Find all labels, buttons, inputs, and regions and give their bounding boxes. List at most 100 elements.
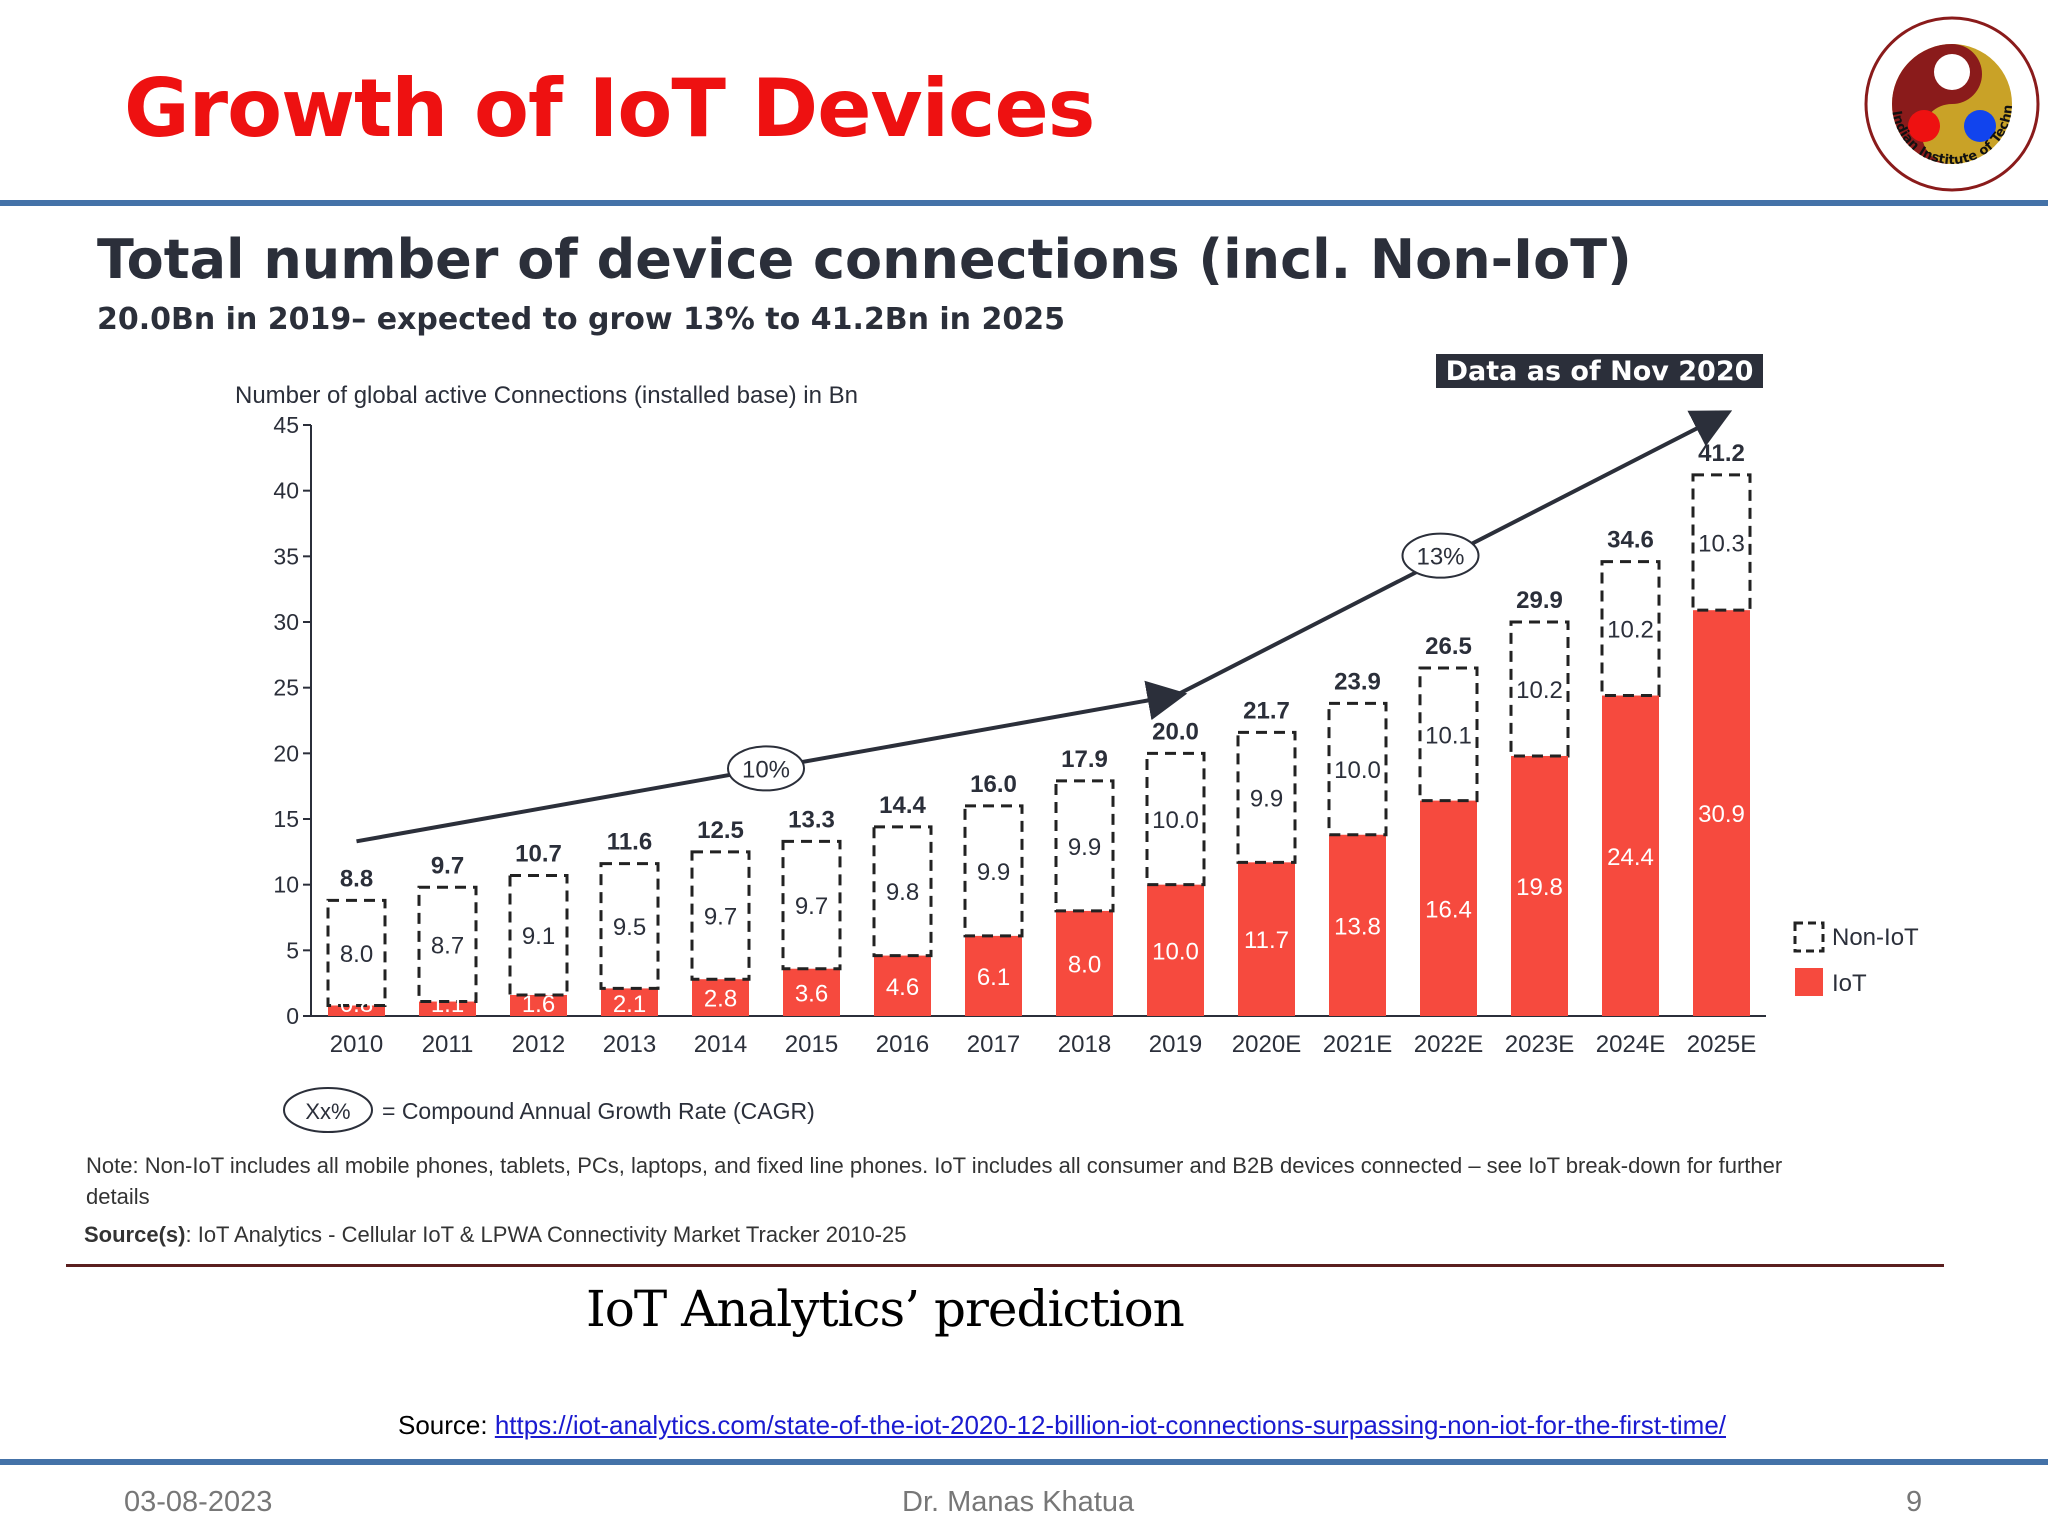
cagr-bubble (1401, 532, 1480, 579)
non-iot-value-label: 9.1 (522, 923, 555, 950)
chart-subtitle: 20.0Bn in 2019– expected to grow 13% to … (97, 302, 1065, 337)
sources-text: : IoT Analytics - Cellular IoT & LPWA Co… (185, 1222, 907, 1247)
iot-bar (874, 955, 931, 1016)
iot-bar (1602, 695, 1659, 1016)
total-value-label: 41.2 (1698, 440, 1745, 467)
cagr-label: 13% (1416, 544, 1464, 571)
total-value-label: 34.6 (1607, 527, 1654, 554)
non-iot-bar (599, 862, 660, 990)
non-iot-value-label: 10.0 (1334, 757, 1381, 784)
page-number: 9 (1906, 1486, 1923, 1518)
source-label: Source: (398, 1410, 488, 1440)
non-iot-value-label: 8.7 (431, 932, 464, 959)
y-tick-label: 40 (273, 478, 299, 504)
total-value-label: 12.5 (697, 817, 744, 844)
y-tick-label: 5 (286, 937, 299, 963)
iot-bar (1693, 610, 1750, 1016)
iot-value-label: 11.7 (1244, 927, 1289, 954)
iot-bar (783, 968, 840, 1016)
iot-bar (419, 1001, 476, 1016)
non-iot-value-label: 10.1 (1425, 722, 1472, 749)
non-iot-value-label: 9.9 (977, 859, 1010, 886)
iot-bar (1420, 800, 1477, 1016)
y-axis-label: Number of global active Connections (ins… (235, 382, 858, 409)
non-iot-bar (417, 885, 478, 1004)
iot-bar (1147, 884, 1204, 1016)
y-tick-label: 30 (273, 609, 299, 635)
total-value-label: 10.7 (515, 840, 562, 867)
chart-sources: Source(s): IoT Analytics - Cellular IoT … (84, 1222, 906, 1248)
total-value-label: 14.4 (879, 792, 926, 819)
total-value-label: 13.3 (788, 806, 835, 833)
iot-bar (1238, 862, 1295, 1016)
total-value-label: 11.6 (607, 829, 652, 856)
iot-value-label: 30.9 (1698, 801, 1745, 828)
non-iot-value-label: 8.0 (340, 941, 373, 968)
total-value-label: 16.0 (970, 771, 1017, 798)
iot-value-label: 16.4 (1425, 896, 1472, 923)
non-iot-value-label: 10.2 (1607, 617, 1654, 644)
non-iot-bar (1691, 473, 1752, 612)
chart-note: Note: Non-IoT includes all mobile phones… (86, 1153, 1783, 1209)
iot-value-label: 2.1 (613, 991, 646, 1018)
total-value-label: 9.7 (431, 852, 464, 879)
y-tick-label: 35 (273, 543, 299, 569)
non-iot-value-label: 9.9 (1250, 785, 1283, 812)
iot-bar (510, 994, 567, 1016)
slide-title: Growth of IoT Devices (124, 62, 1095, 155)
iot-value-label: 1.1 (431, 991, 464, 1018)
iot-bar (692, 979, 749, 1016)
iot-value-label: 19.8 (1516, 874, 1563, 901)
non-iot-bar (1509, 620, 1570, 758)
slide-caption: IoT Analytics’ prediction (586, 1280, 1185, 1338)
non-iot-value-label: 10.0 (1152, 807, 1199, 834)
source-link[interactable]: https://iot-analytics.com/state-of-the-i… (494, 1410, 1726, 1440)
non-iot-value-label: 10.3 (1698, 531, 1745, 558)
iot-bar (1056, 910, 1113, 1016)
non-iot-bar (1327, 701, 1388, 837)
cagr-legend-symbol (283, 1087, 373, 1133)
iot-bar (328, 1005, 385, 1016)
non-iot-bar (1236, 730, 1297, 864)
x-tick-label: 2014 (694, 1031, 747, 1058)
iot-bar (1329, 834, 1386, 1016)
caption-divider (66, 1264, 1944, 1267)
non-iot-bar (1054, 779, 1115, 913)
x-tick-label: 2018 (1058, 1031, 1111, 1058)
total-value-label: 23.9 (1334, 668, 1381, 695)
iot-value-label: 2.8 (704, 986, 737, 1013)
total-value-label: 21.7 (1243, 697, 1290, 724)
legend-label-non-iot: Non-IoT (1832, 924, 1919, 951)
institute-seal-icon (1864, 16, 2040, 192)
iot-value-label: 4.6 (886, 974, 919, 1001)
chart-title: Total number of device connections (incl… (97, 228, 1632, 291)
iot-bar (601, 988, 658, 1016)
non-iot-value-label: 10.2 (1516, 677, 1563, 704)
total-value-label: 8.8 (340, 865, 373, 892)
total-value-label: 17.9 (1061, 746, 1108, 773)
non-iot-bar (1600, 560, 1661, 698)
x-tick-label: 2011 (422, 1031, 474, 1058)
iot-bar (965, 935, 1022, 1016)
non-iot-bar (963, 804, 1024, 938)
legend-label-iot: IoT (1832, 970, 1867, 997)
iot-value-label: 24.4 (1607, 844, 1654, 871)
y-tick-label: 15 (273, 806, 299, 832)
y-tick-label: 45 (273, 412, 299, 438)
x-tick-label: 2017 (967, 1031, 1020, 1058)
non-iot-value-label: 9.9 (1068, 834, 1101, 861)
iot-value-label: 6.1 (977, 964, 1010, 991)
x-tick-label: 2023E (1505, 1031, 1574, 1058)
y-tick-label: 20 (273, 740, 299, 766)
non-iot-value-label: 9.5 (613, 914, 646, 941)
non-iot-bar (690, 850, 751, 981)
iot-value-label: 8.0 (1068, 951, 1101, 978)
y-tick-label: 10 (273, 872, 299, 898)
sources-label: Source(s) (84, 1222, 186, 1247)
x-tick-label: 2024E (1596, 1031, 1665, 1058)
non-iot-bar (1145, 751, 1206, 887)
legend-swatch-iot (1795, 968, 1823, 996)
x-tick-label: 2020E (1232, 1031, 1301, 1058)
iot-value-label: 1.6 (522, 991, 555, 1018)
x-tick-label: 2016 (876, 1031, 929, 1058)
